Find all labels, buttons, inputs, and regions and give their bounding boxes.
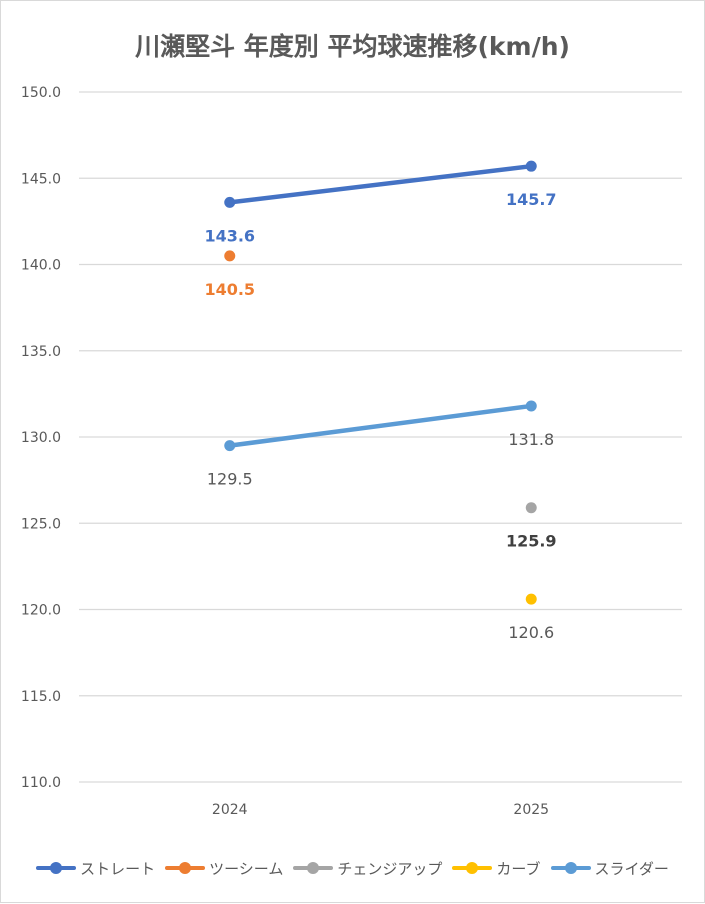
data-label: 145.7 [506, 190, 557, 209]
legend-item: スライダー [550, 858, 669, 879]
legend-item: カーブ [452, 858, 541, 879]
data-label: 129.5 [207, 470, 253, 489]
legend-swatch [452, 862, 493, 874]
legend-swatch [550, 862, 591, 874]
legend-label: チェンジアップ [337, 859, 443, 878]
legend-item: ツーシーム [165, 858, 283, 879]
data-point [224, 440, 236, 452]
data-point [224, 250, 236, 262]
legend-label: カーブ [496, 859, 541, 878]
data-label: 131.8 [508, 430, 554, 449]
y-tick-label: 135.0 [21, 344, 61, 360]
y-tick-label: 130.0 [21, 430, 61, 446]
data-point [525, 160, 537, 172]
data-label: 140.5 [204, 280, 255, 299]
legend-swatch [36, 862, 77, 874]
legend-swatch [293, 862, 334, 874]
y-tick-label: 120.0 [21, 603, 61, 619]
chart-legend: ストレート ツーシーム チェンジアップ カーブ スライダー [1, 856, 704, 880]
legend-swatch [165, 862, 206, 874]
data-point [224, 196, 236, 208]
data-label: 125.9 [506, 532, 557, 551]
y-tick-label: 140.0 [21, 258, 61, 274]
y-tick-label: 125.0 [21, 516, 61, 532]
data-label: 143.6 [204, 226, 255, 245]
legend-label: スライダー [594, 859, 669, 878]
legend-label: ツーシーム [209, 859, 284, 878]
data-point [525, 593, 537, 605]
chart-title: 川瀬堅斗 年度別 平均球速推移(km/h) [135, 32, 570, 61]
y-tick-label: 145.0 [21, 171, 61, 187]
legend-item: ストレート [36, 858, 155, 879]
legend-item: チェンジアップ [293, 858, 442, 879]
series-line [227, 163, 534, 205]
x-tick-label: 2025 [513, 802, 549, 818]
data-point [525, 502, 537, 514]
x-tick-label: 2024 [212, 802, 248, 818]
legend-label: ストレート [80, 859, 156, 878]
data-label: 120.6 [508, 623, 554, 642]
y-tick-label: 115.0 [21, 689, 61, 705]
y-tick-label: 150.0 [21, 85, 61, 101]
data-point [525, 400, 537, 412]
y-tick-label: 110.0 [21, 775, 61, 791]
series-line [227, 403, 534, 448]
